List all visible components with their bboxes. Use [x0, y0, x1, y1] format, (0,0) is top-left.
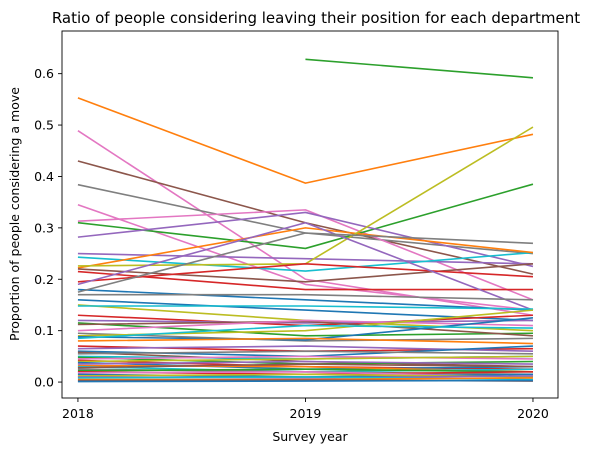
series-line-33: [77, 337, 533, 345]
y-tick-label-3: 0.3: [34, 220, 54, 235]
series-line-50: [77, 368, 533, 373]
series-line-5: [77, 183, 534, 255]
series-line-17: [77, 221, 534, 311]
series-line-16: [77, 263, 534, 283]
y-tick-label-0: 0.0: [34, 375, 54, 390]
series-line-45: [77, 360, 533, 365]
series-line-25: [77, 319, 533, 324]
series-line-19: [77, 232, 534, 293]
series-line-23: [77, 305, 533, 310]
series-line-12: [77, 227, 534, 269]
x-axis-label: Survey year: [272, 429, 348, 444]
y-axis-label: Proportion of people considering a move: [7, 87, 22, 341]
y-tick-label-5: 0.5: [34, 118, 54, 133]
plot-frame: [61, 30, 559, 399]
chart-title: Ratio of people considering leaving thei…: [52, 9, 580, 27]
series-line-27: [77, 320, 534, 337]
x-axis: 2018 2019 2020: [62, 398, 549, 421]
series-line-32: [77, 324, 533, 340]
series-line-29: [77, 332, 533, 342]
x-tick-label-2: 2020: [517, 406, 549, 421]
y-axis: 0.0 0.1 0.2 0.3 0.4 0.5 0.6: [34, 66, 62, 390]
series-line-31: [77, 317, 534, 341]
series-line-11: [77, 251, 534, 272]
series-line-20: [77, 293, 533, 301]
series-line-14: [77, 263, 534, 283]
series-line-41: [77, 355, 533, 360]
series-line-1: [305, 58, 534, 79]
series-line-8: [77, 183, 534, 250]
series-layer: [77, 58, 534, 383]
y-tick-label-6: 0.6: [34, 66, 54, 81]
x-tick-label-1: 2019: [290, 406, 322, 421]
series-line-18: [77, 288, 534, 311]
series-line-2: [77, 97, 534, 184]
y-tick-label-1: 0.1: [34, 323, 54, 338]
series-line-48: [77, 363, 533, 369]
series-line-38: [77, 350, 533, 355]
series-line-3: [77, 130, 534, 317]
x-tick-label-0: 2018: [62, 406, 94, 421]
y-tick-label-4: 0.4: [34, 169, 54, 184]
series-line-28: [77, 319, 533, 332]
y-tick-label-2: 0.2: [34, 272, 54, 287]
series-line-9: [77, 211, 534, 268]
series-line-15: [77, 270, 533, 291]
series-line-59: [77, 379, 533, 383]
series-line-43: [77, 355, 533, 363]
